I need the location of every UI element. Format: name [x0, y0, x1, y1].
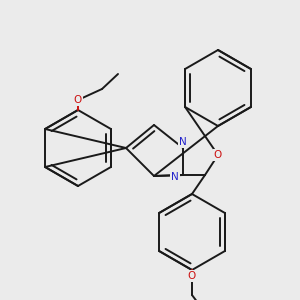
Text: O: O [214, 150, 222, 160]
Text: O: O [188, 271, 196, 281]
Text: O: O [74, 95, 82, 105]
Text: N: N [171, 172, 179, 182]
Text: N: N [179, 137, 187, 147]
